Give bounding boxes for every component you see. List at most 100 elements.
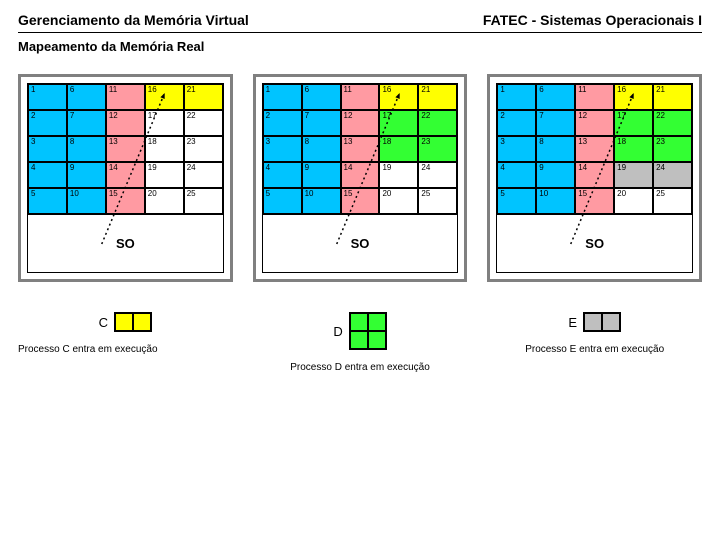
mem-cell: 9 xyxy=(302,162,341,188)
mem-cell: 1 xyxy=(263,84,302,110)
process-cell xyxy=(350,313,368,331)
mem-cell: 18 xyxy=(145,136,184,162)
mem-cell: 20 xyxy=(379,188,418,214)
caption: Processo E entra em execução xyxy=(525,344,664,355)
mem-cell: 10 xyxy=(67,188,106,214)
subtitle: Mapeamento da Memória Real xyxy=(18,32,702,54)
mem-cell: 21 xyxy=(418,84,457,110)
mem-cell: 22 xyxy=(184,110,223,136)
mem-cell: 3 xyxy=(497,136,536,162)
mem-cell: 8 xyxy=(536,136,575,162)
process-cells xyxy=(114,312,152,332)
mem-cell: 10 xyxy=(536,188,575,214)
process-cell xyxy=(350,331,368,349)
mem-cell: 23 xyxy=(184,136,223,162)
mem-cell: 11 xyxy=(575,84,614,110)
mem-cell: 21 xyxy=(184,84,223,110)
mem-cell: 12 xyxy=(341,110,380,136)
process-cell xyxy=(115,313,133,331)
so-box: SO xyxy=(27,215,224,273)
mem-cell: 2 xyxy=(28,110,67,136)
mem-cell: 13 xyxy=(341,136,380,162)
panel-D: 1611162127121722381318234914192451015202… xyxy=(253,74,468,373)
mem-cell: 15 xyxy=(106,188,145,214)
process-label: D xyxy=(333,324,342,339)
process-cells xyxy=(583,312,621,332)
mem-cell: 17 xyxy=(379,110,418,136)
mem-cell: 23 xyxy=(653,136,692,162)
so-box: SO xyxy=(496,215,693,273)
panel-C: 1611162127121722381318234914192451015202… xyxy=(18,74,233,373)
process-cell xyxy=(584,313,602,331)
mem-cell: 24 xyxy=(653,162,692,188)
mem-cell: 19 xyxy=(614,162,653,188)
process-block: E xyxy=(568,312,621,332)
mem-cell: 15 xyxy=(575,188,614,214)
process-label: C xyxy=(99,315,108,330)
mem-cell: 9 xyxy=(536,162,575,188)
mem-cell: 4 xyxy=(28,162,67,188)
mem-cell: 3 xyxy=(28,136,67,162)
mem-cell: 1 xyxy=(497,84,536,110)
mem-cell: 4 xyxy=(263,162,302,188)
process-cell xyxy=(368,313,386,331)
mem-cell: 12 xyxy=(575,110,614,136)
mem-cell: 25 xyxy=(418,188,457,214)
mem-cell: 24 xyxy=(418,162,457,188)
mem-cell: 19 xyxy=(145,162,184,188)
mem-cell: 19 xyxy=(379,162,418,188)
mem-cell: 16 xyxy=(379,84,418,110)
header: Gerenciamento da Memória Virtual FATEC -… xyxy=(18,12,702,32)
mem-cell: 16 xyxy=(145,84,184,110)
memory-panel: 1611162127121722381318234914192451015202… xyxy=(18,74,233,282)
title-right: FATEC - Sistemas Operacionais I xyxy=(483,12,702,28)
mem-cell: 1 xyxy=(28,84,67,110)
mem-cell: 20 xyxy=(145,188,184,214)
mem-cell: 6 xyxy=(302,84,341,110)
mem-cell: 24 xyxy=(184,162,223,188)
mem-cell: 25 xyxy=(653,188,692,214)
mem-cell: 15 xyxy=(341,188,380,214)
mem-cell: 3 xyxy=(263,136,302,162)
panel-E: 1611162127121722381318234914192451015202… xyxy=(487,74,702,373)
mem-cell: 18 xyxy=(379,136,418,162)
memory-grid: 1611162127121722381318234914192451015202… xyxy=(496,83,693,215)
mem-cell: 9 xyxy=(67,162,106,188)
mem-cell: 5 xyxy=(263,188,302,214)
mem-cell: 6 xyxy=(536,84,575,110)
mem-cell: 18 xyxy=(614,136,653,162)
mem-cell: 17 xyxy=(614,110,653,136)
mem-cell: 4 xyxy=(497,162,536,188)
mem-cell: 5 xyxy=(28,188,67,214)
memory-grid: 1611162127121722381318234914192451015202… xyxy=(27,83,224,215)
process-cells xyxy=(349,312,387,350)
process-cell xyxy=(133,313,151,331)
memory-panel: 1611162127121722381318234914192451015202… xyxy=(487,74,702,282)
mem-cell: 11 xyxy=(106,84,145,110)
mem-cell: 13 xyxy=(575,136,614,162)
mem-cell: 20 xyxy=(614,188,653,214)
mem-cell: 11 xyxy=(341,84,380,110)
mem-cell: 14 xyxy=(575,162,614,188)
so-box: SO xyxy=(262,215,459,273)
mem-cell: 10 xyxy=(302,188,341,214)
mem-cell: 16 xyxy=(614,84,653,110)
mem-cell: 7 xyxy=(536,110,575,136)
mem-cell: 7 xyxy=(67,110,106,136)
panels-row: 1611162127121722381318234914192451015202… xyxy=(18,74,702,373)
mem-cell: 22 xyxy=(653,110,692,136)
process-block: D xyxy=(333,312,386,350)
mem-cell: 2 xyxy=(263,110,302,136)
mem-cell: 21 xyxy=(653,84,692,110)
mem-cell: 7 xyxy=(302,110,341,136)
mem-cell: 5 xyxy=(497,188,536,214)
caption: Processo C entra em execução xyxy=(18,344,158,355)
mem-cell: 6 xyxy=(67,84,106,110)
mem-cell: 14 xyxy=(106,162,145,188)
mem-cell: 25 xyxy=(184,188,223,214)
mem-cell: 8 xyxy=(67,136,106,162)
process-cell xyxy=(368,331,386,349)
mem-cell: 22 xyxy=(418,110,457,136)
caption: Processo D entra em execução xyxy=(290,362,430,373)
title-left: Gerenciamento da Memória Virtual xyxy=(18,12,249,28)
